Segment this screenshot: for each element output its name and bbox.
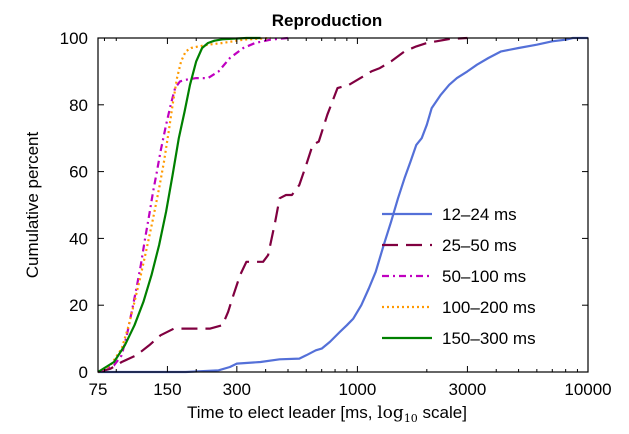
x-tick-label: 300	[223, 380, 251, 399]
x-tick-label: 3000	[449, 380, 487, 399]
legend-label-2: 25–50 ms	[442, 236, 517, 255]
x-axis-label-log: log	[377, 403, 404, 423]
x-tick-label: 1000	[338, 380, 376, 399]
x-axis-label-text: Time to elect leader [ms,	[187, 403, 377, 422]
legend-label-4: 100–200 ms	[442, 298, 536, 317]
series-line-4	[97, 36, 271, 373]
x-axis-label-end: scale]	[418, 403, 467, 422]
x-tick-label: 10000	[564, 380, 611, 399]
series-line-2	[97, 36, 468, 374]
x-tick-label: 75	[89, 380, 108, 399]
series-line-3	[97, 36, 289, 374]
legend-label-5: 150–300 ms	[442, 329, 536, 348]
x-tick-label: 150	[153, 380, 181, 399]
y-axis-label-text: Cumulative percent	[23, 131, 42, 278]
x-axis-label: Time to elect leader [ms, log10 scale]	[187, 403, 467, 425]
y-tick-label: 20	[69, 296, 88, 315]
y-tick-label: 60	[69, 163, 88, 182]
series-line-5	[97, 36, 261, 373]
chart-title: Reproduction	[272, 11, 383, 30]
legend-label-3: 50–100 ms	[442, 267, 526, 286]
y-tick-label: 100	[60, 29, 88, 48]
plot-frame	[97, 37, 589, 373]
x-axis-label-subscript: 10	[404, 412, 418, 425]
y-tick-label: 80	[69, 96, 88, 115]
legend-label-1: 12–24 ms	[442, 205, 517, 224]
plot-area: 75 150 300 1000 3000 10000 0 20 40 60 80 100 12–24 m…	[60, 29, 612, 399]
y-tick-label: 40	[69, 229, 88, 248]
y-axis-label: Cumulative percent	[23, 131, 42, 278]
y-tick-label: 0	[79, 363, 88, 382]
series-line-1	[98, 36, 588, 374]
